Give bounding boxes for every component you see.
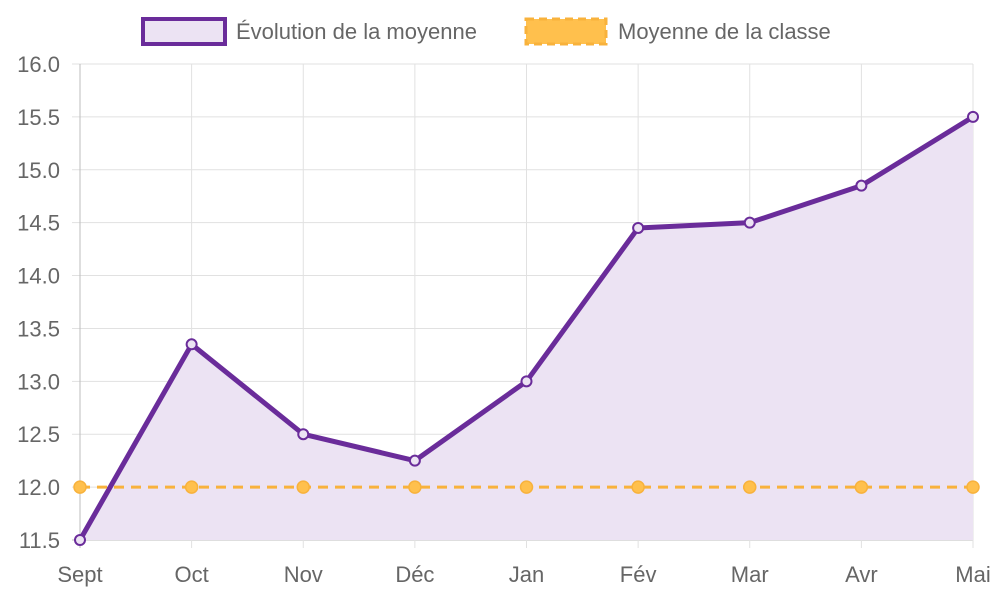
data-point-series-2[interactable] [408, 480, 422, 494]
y-tick-label: 14.0 [17, 264, 60, 289]
legend-label-series-2: Moyenne de la classe [618, 19, 831, 44]
y-tick-label: 12.0 [17, 475, 60, 500]
x-tick-label: Avr [845, 562, 878, 587]
y-tick-label: 15.0 [17, 158, 60, 183]
x-tick-label: Sept [57, 562, 102, 587]
legend-item-series-1[interactable]: Évolution de la moyenne [141, 17, 477, 46]
y-tick-label: 16.0 [17, 52, 60, 77]
data-point-series-1[interactable] [632, 221, 645, 234]
y-tick-label: 14.5 [17, 211, 60, 236]
x-tick-label: Déc [395, 562, 434, 587]
y-tick-label: 15.5 [17, 105, 60, 130]
y-tick-label: 11.5 [19, 528, 60, 553]
data-point-series-1[interactable] [408, 454, 421, 467]
y-tick-label: 13.5 [17, 316, 60, 341]
data-point-series-1[interactable] [297, 428, 310, 441]
x-tick-label: Oct [175, 562, 209, 587]
data-point-series-1[interactable] [74, 534, 86, 546]
data-point-series-1[interactable] [855, 179, 868, 192]
data-point-series-2[interactable] [184, 480, 199, 494]
data-point-series-2[interactable] [743, 480, 757, 494]
x-tick-label: Mai [955, 562, 990, 587]
data-point-series-1[interactable] [743, 216, 756, 229]
data-point-series-1[interactable] [967, 110, 979, 123]
data-point-series-2[interactable] [631, 480, 645, 494]
legend-swatch-series-2 [524, 17, 608, 46]
x-tick-label: Nov [284, 562, 323, 587]
data-point-series-2[interactable] [519, 480, 534, 494]
y-tick-label: 13.0 [17, 369, 60, 394]
legend-item-series-2[interactable]: Moyenne de la classe [524, 17, 831, 46]
data-point-series-2[interactable] [73, 480, 87, 494]
y-tick-label: 12.5 [17, 422, 60, 447]
data-point-series-2[interactable] [966, 480, 980, 494]
tick-labels: 11.5 12.0 12.5 13.0 13.5 14.0 14.5 15.0 15.5 16.0… [17, 52, 991, 587]
legend-swatch-series-1 [141, 17, 227, 46]
data-point-series-1[interactable] [520, 375, 533, 388]
data-point-series-2[interactable] [296, 480, 310, 494]
legend: Évolution de la moyenne Moyenne de la cl… [141, 17, 831, 46]
legend-label-series-1: Évolution de la moyenne [236, 19, 477, 44]
data-point-series-2[interactable] [854, 480, 869, 494]
x-tick-label: Mar [731, 562, 769, 587]
data-points [73, 110, 980, 546]
data-point-series-1[interactable] [185, 338, 198, 351]
x-tick-label: Jan [509, 562, 544, 587]
x-tick-label: Fév [620, 562, 657, 587]
